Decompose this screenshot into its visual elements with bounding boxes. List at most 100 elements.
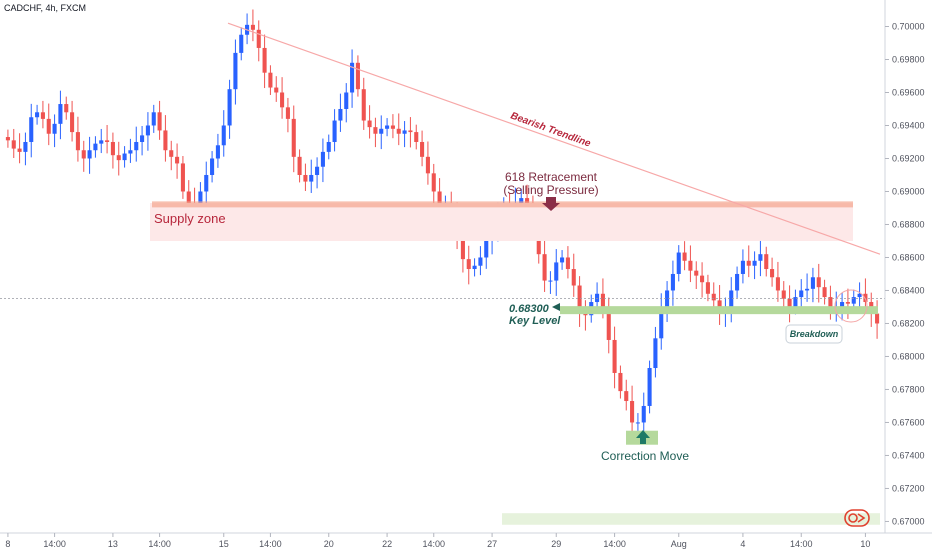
candle[interactable] bbox=[134, 126, 139, 162]
candle[interactable] bbox=[256, 20, 261, 62]
candle[interactable] bbox=[408, 117, 413, 148]
candle[interactable] bbox=[396, 113, 401, 146]
candle[interactable] bbox=[700, 262, 705, 298]
candle[interactable] bbox=[291, 105, 296, 173]
candle[interactable] bbox=[99, 128, 104, 154]
candle[interactable] bbox=[845, 288, 850, 320]
candle[interactable] bbox=[29, 103, 34, 158]
candle[interactable] bbox=[151, 104, 156, 133]
candle[interactable] bbox=[647, 360, 652, 414]
candle[interactable] bbox=[110, 132, 115, 169]
candle[interactable] bbox=[105, 124, 110, 154]
candle[interactable] bbox=[618, 365, 623, 399]
candle[interactable] bbox=[554, 249, 559, 296]
candle[interactable] bbox=[758, 240, 763, 277]
candle[interactable] bbox=[420, 130, 425, 167]
candle[interactable] bbox=[379, 115, 384, 150]
candle[interactable] bbox=[752, 251, 757, 280]
candle[interactable] bbox=[268, 65, 273, 95]
candle[interactable] bbox=[338, 93, 343, 132]
candle[interactable] bbox=[233, 39, 238, 105]
candle[interactable] bbox=[472, 258, 477, 277]
candle[interactable] bbox=[169, 140, 174, 171]
candle[interactable] bbox=[122, 146, 127, 168]
candle[interactable] bbox=[694, 261, 699, 289]
candle[interactable] bbox=[326, 134, 331, 160]
candle[interactable] bbox=[875, 300, 880, 339]
candle[interactable] bbox=[373, 117, 378, 148]
candle[interactable] bbox=[355, 55, 360, 97]
candle[interactable] bbox=[705, 274, 710, 302]
candle[interactable] bbox=[624, 379, 629, 411]
candle[interactable] bbox=[70, 100, 75, 142]
candle[interactable] bbox=[245, 13, 250, 45]
candle[interactable] bbox=[805, 273, 810, 302]
candle[interactable] bbox=[215, 133, 220, 168]
candle[interactable] bbox=[571, 253, 576, 297]
candle[interactable] bbox=[390, 114, 395, 139]
candle[interactable] bbox=[787, 285, 792, 323]
candle[interactable] bbox=[81, 140, 86, 172]
candle[interactable] bbox=[52, 114, 57, 148]
candle[interactable] bbox=[285, 97, 290, 133]
candle[interactable] bbox=[740, 249, 745, 284]
candle[interactable] bbox=[583, 300, 588, 331]
candle[interactable] bbox=[35, 104, 40, 125]
candle[interactable] bbox=[309, 159, 314, 193]
candle[interactable] bbox=[221, 110, 226, 157]
candle[interactable] bbox=[542, 238, 547, 292]
candle[interactable] bbox=[75, 116, 80, 162]
candle[interactable] bbox=[431, 163, 436, 205]
candle[interactable] bbox=[210, 151, 215, 183]
candle[interactable] bbox=[274, 76, 279, 102]
candle[interactable] bbox=[361, 77, 366, 130]
candle[interactable] bbox=[670, 260, 675, 306]
candle[interactable] bbox=[250, 9, 255, 42]
candle[interactable] bbox=[87, 136, 92, 174]
candle[interactable] bbox=[402, 121, 407, 148]
candle[interactable] bbox=[548, 271, 553, 294]
candle[interactable] bbox=[350, 49, 355, 108]
candle[interactable] bbox=[676, 245, 681, 282]
candle[interactable] bbox=[163, 115, 168, 162]
candle[interactable] bbox=[717, 285, 722, 325]
candle[interactable] bbox=[606, 297, 611, 354]
candle[interactable] bbox=[828, 285, 833, 320]
candle[interactable] bbox=[630, 385, 635, 434]
candle[interactable] bbox=[414, 124, 419, 150]
candle[interactable] bbox=[577, 276, 582, 327]
candle[interactable] bbox=[204, 161, 209, 207]
candle[interactable] bbox=[810, 267, 815, 303]
candle[interactable] bbox=[332, 109, 337, 152]
candle[interactable] bbox=[425, 141, 430, 185]
candle[interactable] bbox=[140, 125, 145, 156]
candle[interactable] bbox=[764, 246, 769, 277]
candle[interactable] bbox=[735, 266, 740, 298]
candle[interactable] bbox=[93, 136, 98, 158]
candle[interactable] bbox=[682, 241, 687, 271]
candle[interactable] bbox=[5, 129, 10, 148]
candle[interactable] bbox=[11, 128, 16, 158]
candle[interactable] bbox=[40, 100, 45, 129]
candle[interactable] bbox=[466, 245, 471, 285]
candle[interactable] bbox=[665, 281, 670, 322]
candle[interactable] bbox=[64, 96, 69, 120]
candle[interactable] bbox=[227, 79, 232, 139]
candle[interactable] bbox=[262, 34, 267, 89]
candle[interactable] bbox=[746, 245, 751, 278]
candle[interactable] bbox=[688, 245, 693, 283]
candle[interactable] bbox=[711, 282, 716, 310]
candle[interactable] bbox=[320, 138, 325, 183]
candle[interactable] bbox=[315, 157, 320, 189]
candle[interactable] bbox=[729, 277, 734, 323]
candle[interactable] bbox=[145, 112, 150, 151]
candle[interactable] bbox=[180, 156, 185, 199]
candle[interactable] bbox=[46, 103, 51, 146]
candle[interactable] bbox=[653, 326, 658, 378]
candle[interactable] bbox=[565, 246, 570, 279]
candle[interactable] bbox=[58, 90, 63, 140]
candle[interactable] bbox=[857, 282, 862, 307]
candle[interactable] bbox=[612, 326, 617, 389]
candle[interactable] bbox=[239, 27, 244, 61]
